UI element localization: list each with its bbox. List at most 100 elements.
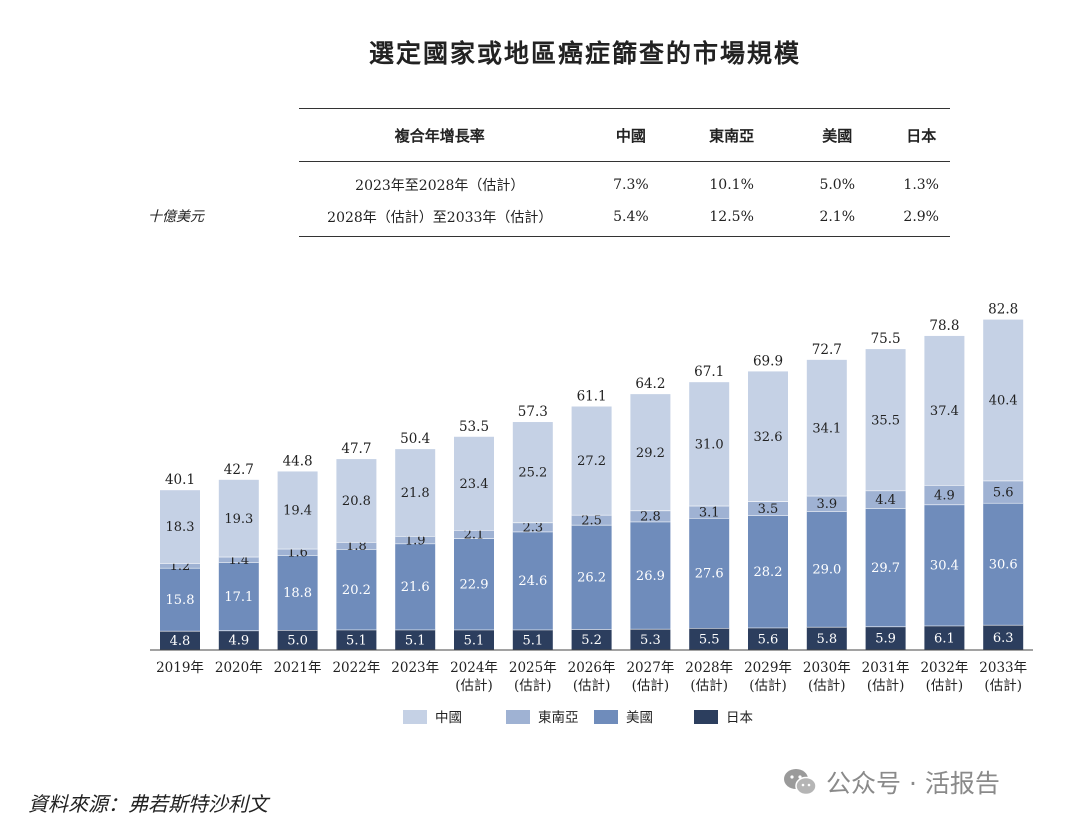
data-label: 5.1 — [464, 633, 485, 648]
total-label: 50.4 — [400, 431, 430, 447]
bar-segment — [806, 359, 847, 496]
bar-segment — [395, 536, 436, 544]
bar-segment — [865, 626, 906, 650]
bar-segment — [806, 495, 847, 512]
total-label: 53.5 — [459, 419, 489, 435]
x-tick-label: 2025年 — [509, 660, 557, 676]
bar-segment — [160, 563, 200, 568]
bar-segment — [336, 541, 377, 550]
data-label: 37.4 — [930, 404, 959, 419]
x-tick-label: (估計) — [749, 678, 787, 694]
bar-segment — [571, 514, 612, 525]
total-label: 78.8 — [929, 318, 959, 334]
x-tick-label: 2030年 — [803, 660, 851, 676]
data-label: 27.6 — [695, 567, 724, 582]
cagr-table: 複合年增長率 中國 東南亞 美國 日本 2023年至2028年（估計） 7.3%… — [299, 108, 950, 237]
total-label: 42.7 — [224, 462, 254, 478]
bar-segment — [512, 422, 553, 523]
data-label: 5.1 — [346, 633, 367, 648]
data-label: 1.8 — [346, 539, 367, 554]
bar-segment — [924, 335, 965, 485]
data-label: 2.1 — [464, 528, 485, 543]
x-tick-label: (估計) — [867, 678, 905, 694]
total-label: 69.9 — [753, 353, 783, 369]
bar-segment — [571, 406, 612, 515]
legend-label: 美國 — [626, 710, 653, 726]
bar-segment — [748, 371, 788, 502]
x-tick-label: 2027年 — [626, 660, 674, 676]
data-label: 18.8 — [283, 586, 312, 601]
data-label: 4.9 — [934, 488, 955, 503]
data-label: 4.8 — [170, 634, 191, 649]
x-tick-label: 2032年 — [920, 660, 968, 676]
cagr-period: 2028年（估計）至2033年（估計） — [299, 201, 581, 237]
data-label: 32.6 — [754, 430, 783, 445]
cagr-header-label: 複合年增長率 — [299, 108, 581, 162]
data-label: 29.7 — [871, 561, 900, 576]
data-label: 5.1 — [522, 633, 543, 648]
data-label: 40.4 — [989, 394, 1018, 409]
bar-segment — [395, 543, 436, 630]
data-label: 19.4 — [283, 504, 312, 519]
bar-segment — [160, 490, 200, 564]
bar-segment — [160, 567, 200, 631]
legend-swatch — [594, 710, 618, 724]
bar-segment — [865, 490, 906, 509]
data-label: 29.2 — [636, 446, 665, 461]
bar-segment — [277, 471, 318, 549]
data-label: 5.8 — [816, 632, 837, 647]
bar-segment — [454, 436, 494, 531]
cagr-header-china: 中國 — [580, 108, 682, 162]
bar-segment — [630, 394, 671, 511]
source-note: 資料來源：弗若斯特沙利文 — [28, 792, 268, 816]
data-label: 29.0 — [812, 563, 841, 578]
data-label: 25.2 — [518, 466, 547, 481]
bar-segment — [983, 624, 1024, 650]
bar-segment — [924, 625, 965, 650]
legend-swatch — [403, 710, 427, 724]
data-label: 31.0 — [695, 437, 724, 452]
cagr-header-japan: 日本 — [892, 108, 950, 162]
bar-segment — [630, 628, 671, 650]
total-label: 47.7 — [341, 441, 371, 457]
bar-segment — [748, 627, 788, 650]
stacked-bar-chart: 4.815.81.218.340.12019年4.917.11.419.342.… — [150, 302, 1033, 726]
bar-segment — [571, 524, 612, 630]
bar-segment — [277, 630, 318, 650]
bar-segment — [983, 319, 1024, 481]
bar-segment — [218, 479, 259, 557]
bar-segment — [512, 531, 553, 630]
legend-label: 中國 — [435, 710, 462, 726]
x-tick-label: (估計) — [573, 678, 611, 694]
x-tick-label: (估計) — [455, 678, 493, 694]
bar-segment — [277, 555, 318, 631]
bar-segment — [865, 349, 906, 491]
watermark: 公众号 · 活报告 — [782, 764, 1000, 800]
data-label: 2.5 — [581, 513, 602, 528]
cagr-value: 5.4% — [580, 201, 682, 237]
bar-segment — [689, 382, 730, 506]
cagr-value: 1.3% — [903, 177, 939, 193]
cagr-value: 12.5% — [681, 201, 783, 237]
bar-segment — [454, 538, 494, 630]
data-label: 20.8 — [342, 494, 371, 509]
bar-segment — [571, 629, 612, 650]
data-label: 5.1 — [405, 633, 426, 648]
data-label: 24.6 — [518, 574, 547, 589]
wechat-icon — [784, 769, 817, 796]
cagr-header-us: 美國 — [782, 108, 893, 162]
data-label: 2.8 — [640, 510, 661, 525]
bar-segment — [689, 628, 730, 650]
bar-segment — [924, 504, 965, 626]
bar-segment — [924, 485, 965, 505]
x-tick-label: 2019年 — [156, 660, 204, 676]
data-label: 35.5 — [871, 413, 900, 428]
data-label: 26.9 — [636, 569, 665, 584]
data-label: 4.9 — [228, 634, 249, 649]
x-tick-label: 2031年 — [862, 660, 910, 676]
cagr-header-sea: 東南亞 — [681, 108, 783, 162]
legend-label: 日本 — [726, 710, 754, 726]
data-label: 30.6 — [989, 557, 1018, 572]
data-label: 5.9 — [875, 632, 896, 647]
x-tick-label: 2026年 — [568, 660, 616, 676]
